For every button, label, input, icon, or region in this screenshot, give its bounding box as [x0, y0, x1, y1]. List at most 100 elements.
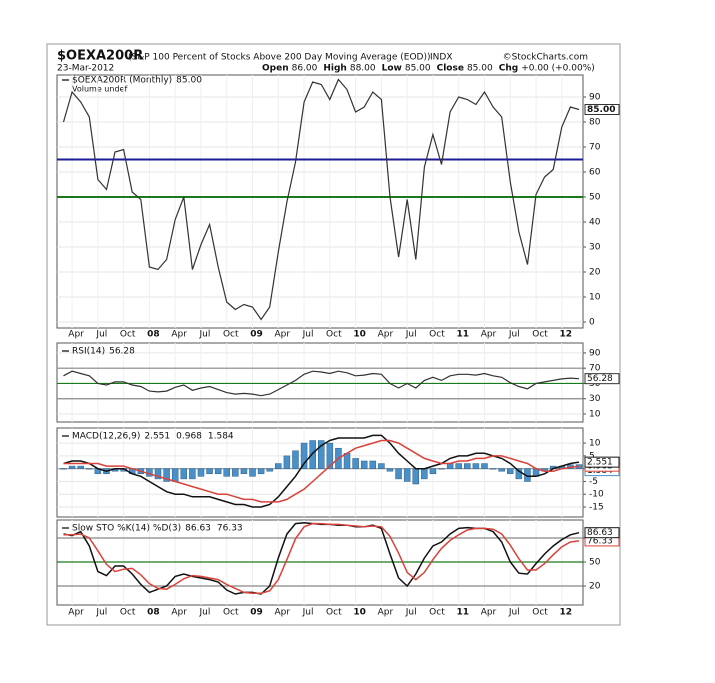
x-tick-label: Oct [532, 608, 548, 618]
x-tick-label: Oct [120, 330, 136, 340]
panel [56, 74, 584, 329]
quote-value: 85.00 [467, 64, 493, 74]
y-tick-label: 50 [589, 193, 601, 203]
y-tick-label: 80 [589, 118, 601, 128]
date: 23-Mar-2012 [57, 64, 114, 74]
histogram-bar [429, 468, 437, 475]
panel [56, 427, 584, 518]
y-tick-label: 10 [589, 409, 601, 419]
x-tick-label: Jul [199, 608, 211, 618]
histogram-bar [68, 465, 76, 469]
x-tick-label: Oct [532, 330, 548, 340]
histogram-bar [421, 468, 428, 480]
histogram-bar [206, 468, 213, 475]
quote-value: +0.00 (+0.00%) [521, 64, 595, 74]
legend-value: 76.33 [217, 524, 243, 534]
histogram-bar [240, 468, 248, 475]
x-tick-label: Apr [275, 330, 291, 340]
histogram-bar [438, 468, 445, 470]
histogram-bar [189, 468, 196, 480]
histogram-bar [275, 463, 282, 469]
legend-value: 2.551 [144, 432, 170, 442]
histogram-bar [386, 468, 394, 472]
legend-value: 0.968 [176, 432, 202, 442]
histogram-bar [309, 440, 316, 469]
quote-label: Close [437, 64, 464, 74]
histogram-bar [300, 442, 308, 469]
histogram-bar [283, 455, 291, 469]
x-tick-label: Oct [326, 330, 342, 340]
histogram-bar [171, 468, 179, 482]
histogram-bar [412, 468, 420, 485]
histogram-bar [326, 442, 334, 469]
x-tick-label: Apr [481, 608, 497, 618]
panel [56, 342, 584, 423]
x-tick-label: 10 [353, 330, 366, 340]
x-tick-label: Apr [68, 330, 84, 340]
legend-title: Slow STO %K(14) %D(3) [72, 524, 181, 534]
x-tick-label: 12 [560, 330, 573, 340]
x-tick-label: Oct [120, 608, 136, 618]
histogram-bar [507, 468, 514, 475]
y-tick-label: -10 [589, 490, 604, 500]
y-tick-label: 20 [589, 582, 601, 592]
y-tick-label: 0 [589, 318, 595, 328]
histogram-bar [266, 468, 273, 472]
series-line [62, 78, 580, 321]
y-tick-label: 90 [589, 348, 601, 358]
y-tick-label: 90 [589, 93, 601, 103]
description: (S&P 100 Percent of Stocks Above 200 Day… [128, 53, 431, 63]
volume-label: Volume undef [72, 85, 127, 94]
y-tick-label: -15 [589, 503, 604, 513]
x-tick-label: Oct [326, 608, 342, 618]
x-tick-label: 09 [250, 608, 263, 618]
histogram-bar [360, 460, 368, 469]
legend-value: 86.63 [185, 524, 211, 534]
y-tick-label: 50 [589, 558, 601, 568]
x-tick-label: 08 [147, 330, 160, 340]
histogram-bar [343, 453, 351, 469]
quote-value: 86.00 [292, 64, 318, 74]
histogram-bar [318, 440, 325, 469]
x-tick-label: 09 [250, 330, 263, 340]
histogram-bar [369, 460, 377, 469]
x-tick-label: Jul [95, 330, 107, 340]
histogram-bar [498, 468, 505, 472]
histogram-bar [472, 463, 480, 469]
legend-value: 85.00 [176, 76, 202, 86]
y-tick-label: -5 [589, 477, 598, 487]
series-line [63, 522, 580, 594]
x-tick-label: Oct [429, 608, 445, 618]
y-tick-label: 10 [589, 439, 601, 449]
x-tick-label: Jul [95, 608, 107, 618]
x-tick-label: Apr [68, 608, 84, 618]
x-tick-label: Apr [378, 330, 394, 340]
y-tick-label: 20 [589, 268, 601, 278]
quote-value: 88.00 [350, 64, 376, 74]
histogram-bar [489, 468, 497, 470]
x-tick-label: Jul [405, 330, 417, 340]
histogram-bar [232, 468, 239, 477]
last-value-badge [584, 104, 620, 115]
x-tick-label: Apr [481, 330, 497, 340]
histogram-bar [481, 463, 488, 469]
y-tick-label: 70 [589, 364, 601, 374]
source: ©StockCharts.com [503, 53, 588, 63]
x-tick-label: 08 [147, 608, 160, 618]
x-tick-label: Oct [429, 330, 445, 340]
x-tick-label: Jul [302, 330, 314, 340]
histogram-bar [257, 468, 265, 475]
x-tick-label: Jul [302, 608, 314, 618]
histogram-bar [197, 468, 205, 477]
histogram-bar [77, 465, 84, 469]
histogram-bar [395, 468, 402, 480]
quote-value: 85.00 [405, 64, 431, 74]
x-tick-label: Apr [275, 608, 291, 618]
histogram-bar [180, 468, 188, 480]
last-value-badge [584, 527, 620, 539]
series-line [63, 370, 580, 397]
quote-label: High [323, 64, 346, 74]
x-tick-label: Apr [171, 330, 187, 340]
legend-title: MACD(12,26,9) [72, 432, 140, 442]
y-tick-label: 70 [589, 143, 601, 153]
